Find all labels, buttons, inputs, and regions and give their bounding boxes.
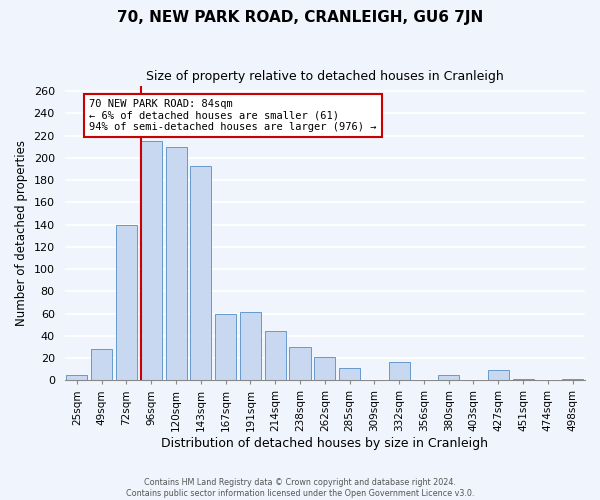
Bar (562, 379, 583, 380)
Bar (141, 141, 162, 380)
Bar (438, 374, 459, 380)
Bar (265, 332, 286, 380)
Text: 70 NEW PARK ROAD: 84sqm
← 6% of detached houses are smaller (61)
94% of semi-det: 70 NEW PARK ROAD: 84sqm ← 6% of detached… (89, 99, 377, 132)
Title: Size of property relative to detached houses in Cranleigh: Size of property relative to detached ho… (146, 70, 503, 83)
Bar (215, 314, 236, 380)
Bar (389, 362, 410, 380)
Bar (488, 370, 509, 380)
Bar (339, 368, 360, 380)
Y-axis label: Number of detached properties: Number of detached properties (15, 140, 28, 326)
Bar (91, 349, 112, 380)
Text: 70, NEW PARK ROAD, CRANLEIGH, GU6 7JN: 70, NEW PARK ROAD, CRANLEIGH, GU6 7JN (117, 10, 483, 25)
Bar (240, 312, 261, 380)
Bar (289, 347, 311, 380)
Bar (314, 357, 335, 380)
Bar (512, 379, 533, 380)
Bar (67, 374, 88, 380)
Bar (116, 224, 137, 380)
Bar (190, 166, 211, 380)
Text: Contains HM Land Registry data © Crown copyright and database right 2024.
Contai: Contains HM Land Registry data © Crown c… (126, 478, 474, 498)
Bar (166, 146, 187, 380)
X-axis label: Distribution of detached houses by size in Cranleigh: Distribution of detached houses by size … (161, 437, 488, 450)
